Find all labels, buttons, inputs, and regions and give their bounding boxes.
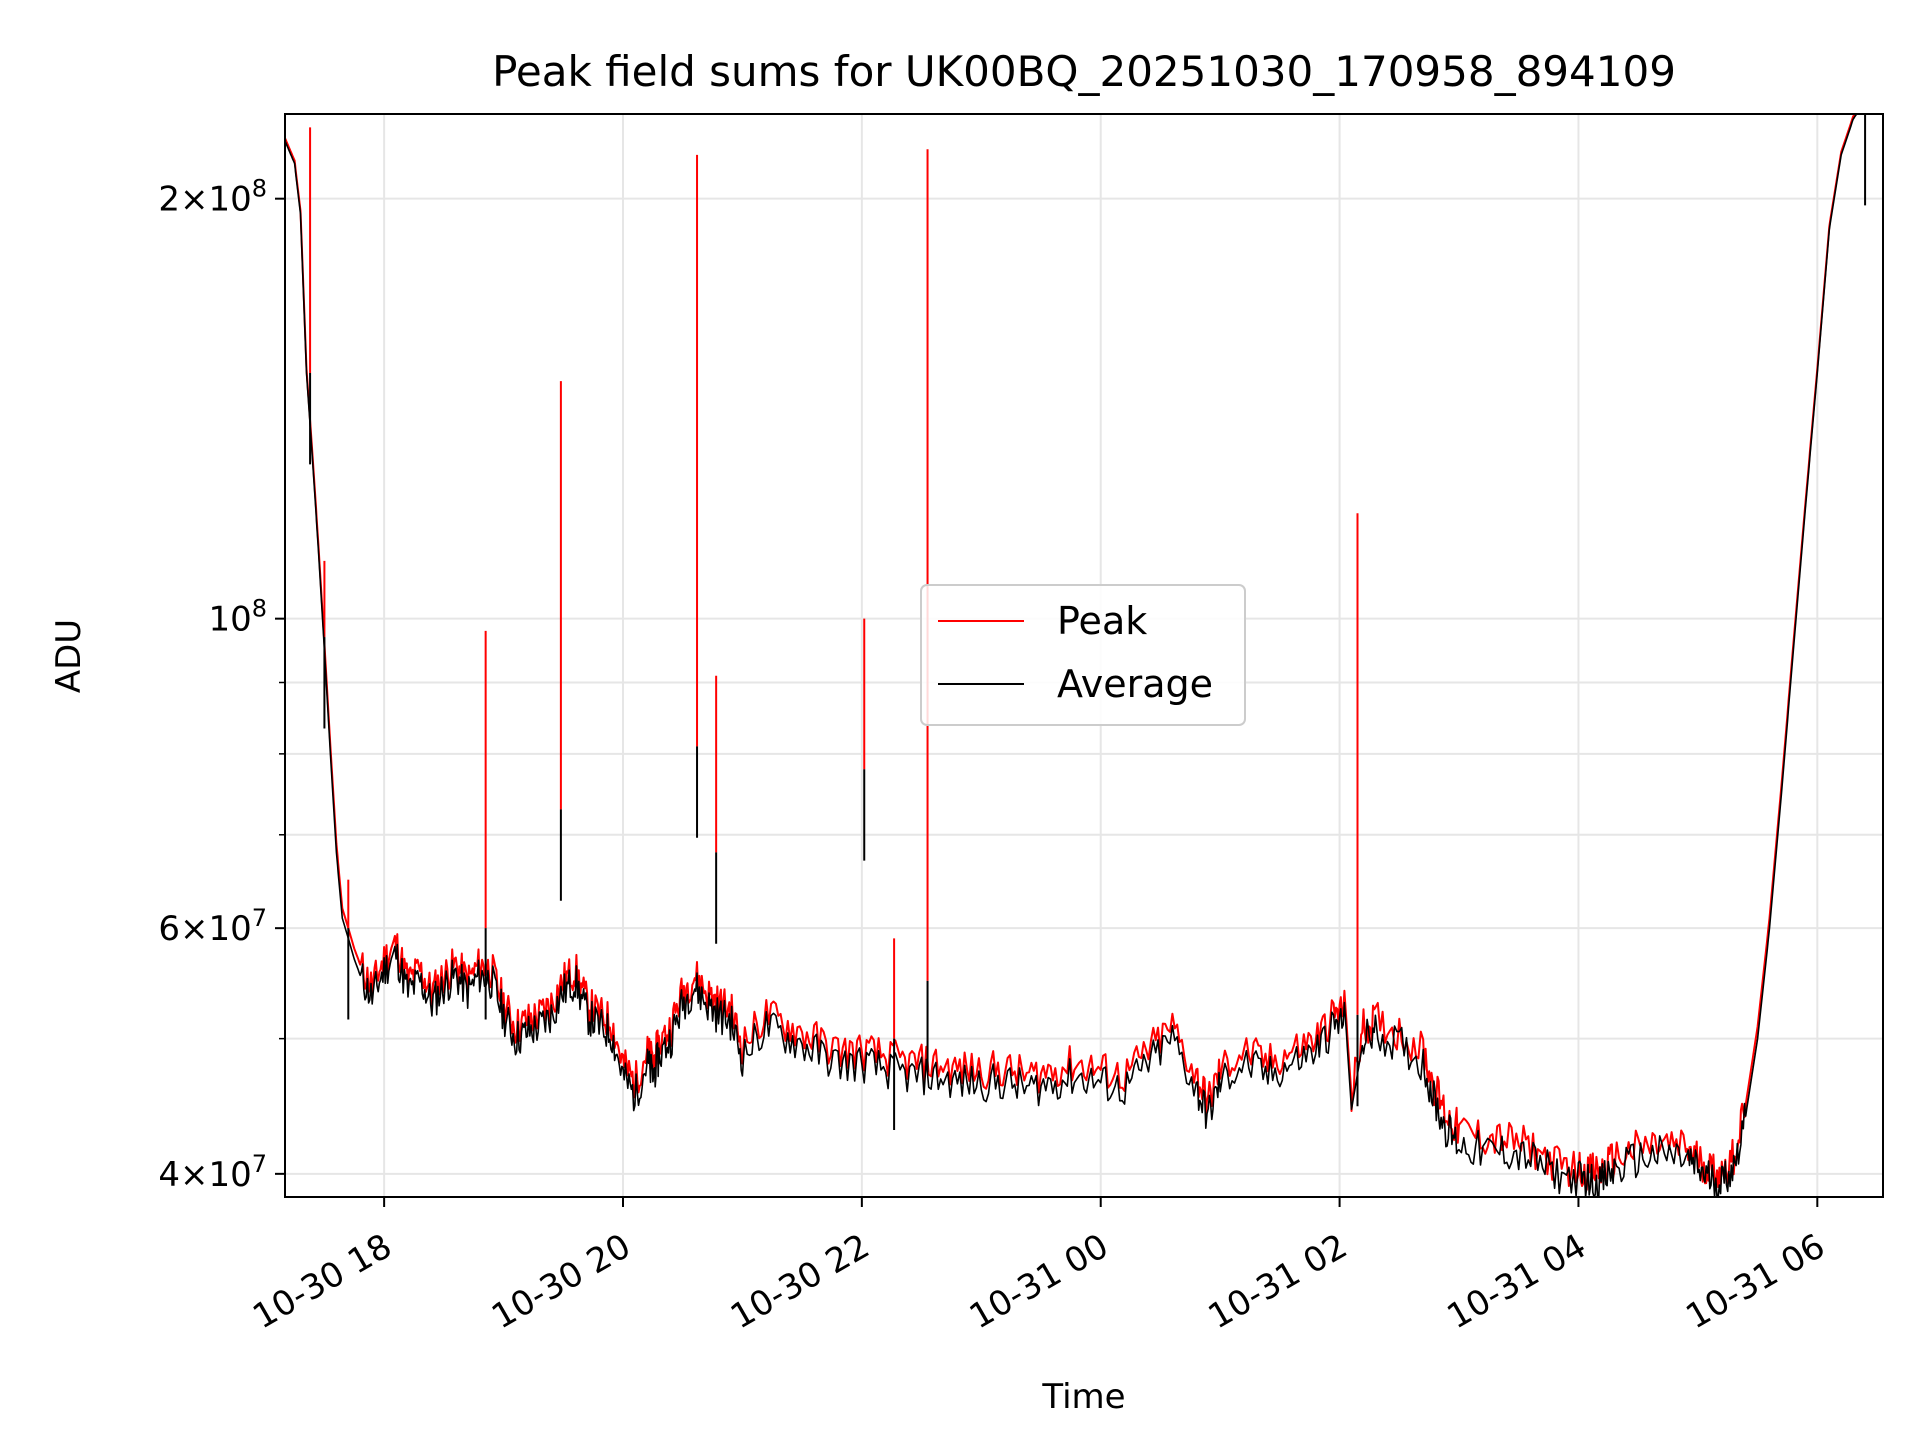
x-axis-label: Time <box>1041 1377 1125 1417</box>
y-tick-label: 6×107 <box>158 904 267 949</box>
y-tick-label-exponent: 8 <box>252 175 267 203</box>
series-average-line <box>285 114 1883 1197</box>
legend: Peak Average <box>920 584 1246 726</box>
y-tick-label: 4×107 <box>158 1150 267 1195</box>
y-tick-label-base: 4×10 <box>158 1155 251 1195</box>
y-tick-label-exponent: 7 <box>252 1150 267 1178</box>
y-tick-label-base: 2×10 <box>158 180 251 220</box>
y-tick-label: 2×108 <box>158 175 267 220</box>
y-tick-label-exponent: 8 <box>252 595 267 623</box>
series-layer <box>285 114 1883 1197</box>
y-tick-label-base: 10 <box>208 600 251 640</box>
y-axis-label: ADU <box>49 619 89 693</box>
legend-peak-label: Peak <box>1057 599 1147 643</box>
y-tick-label-base: 6×10 <box>158 909 251 949</box>
series-group <box>285 114 1883 1197</box>
plot-frame <box>284 113 1884 1198</box>
legend-average-label: Average <box>1057 662 1213 706</box>
y-tick-label-exponent: 7 <box>252 904 267 932</box>
chart-title: Peak field sums for UK00BQ_20251030_1709… <box>492 47 1676 96</box>
y-tick-label: 108 <box>208 595 267 640</box>
